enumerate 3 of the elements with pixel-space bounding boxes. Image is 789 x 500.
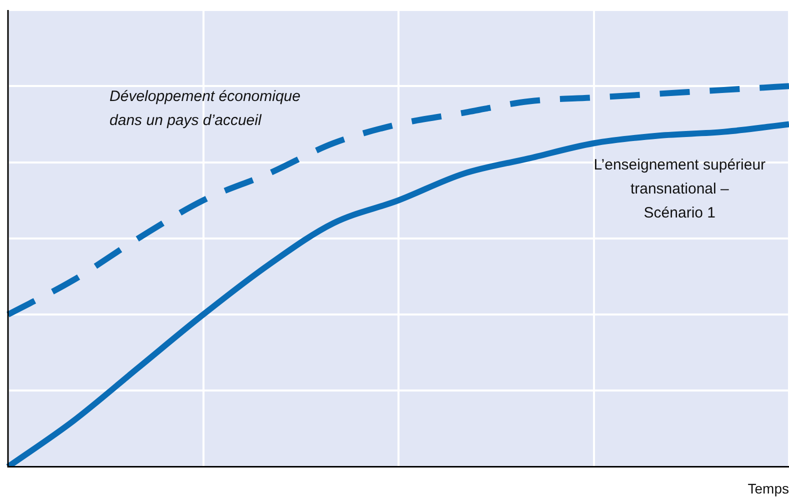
series-label: L’enseignement supérieur transnational – Scénario 1 xyxy=(594,156,766,222)
x-axis-title: Temps xyxy=(748,480,789,496)
series-label: Développement économique dans un pays d’accueil xyxy=(110,88,300,129)
